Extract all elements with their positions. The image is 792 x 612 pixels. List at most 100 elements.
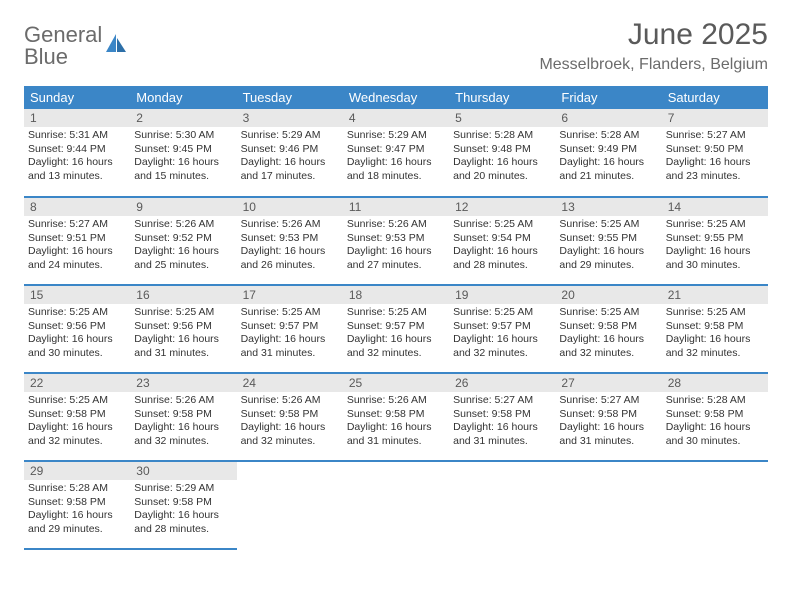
sunrise-text: Sunrise: 5:26 AM [134, 394, 232, 408]
sunset-text: Sunset: 9:58 PM [28, 408, 126, 422]
sunrise-text: Sunrise: 5:25 AM [453, 306, 551, 320]
day-body: Sunrise: 5:28 AMSunset: 9:58 PMDaylight:… [24, 480, 130, 541]
day-cell-14: 14Sunrise: 5:25 AMSunset: 9:55 PMDayligh… [662, 197, 768, 285]
day-body: Sunrise: 5:27 AMSunset: 9:51 PMDaylight:… [24, 216, 130, 277]
day-cell-10: 10Sunrise: 5:26 AMSunset: 9:53 PMDayligh… [237, 197, 343, 285]
logo: General Blue [24, 24, 128, 68]
sunset-text: Sunset: 9:58 PM [666, 320, 764, 334]
daylight-text: Daylight: 16 hours and 15 minutes. [134, 156, 232, 183]
sunrise-text: Sunrise: 5:27 AM [453, 394, 551, 408]
daylight-text: Daylight: 16 hours and 32 minutes. [559, 333, 657, 360]
day-number: 25 [343, 374, 449, 392]
day-number: 11 [343, 198, 449, 216]
sunrise-text: Sunrise: 5:28 AM [453, 129, 551, 143]
sunrise-text: Sunrise: 5:25 AM [559, 306, 657, 320]
daylight-text: Daylight: 16 hours and 26 minutes. [241, 245, 339, 272]
sunrise-text: Sunrise: 5:27 AM [666, 129, 764, 143]
sunrise-text: Sunrise: 5:25 AM [347, 306, 445, 320]
day-body: Sunrise: 5:31 AMSunset: 9:44 PMDaylight:… [24, 127, 130, 188]
day-body: Sunrise: 5:25 AMSunset: 9:58 PMDaylight:… [555, 304, 661, 365]
day-body: Sunrise: 5:28 AMSunset: 9:58 PMDaylight:… [662, 392, 768, 453]
day-body: Sunrise: 5:29 AMSunset: 9:47 PMDaylight:… [343, 127, 449, 188]
daylight-text: Daylight: 16 hours and 25 minutes. [134, 245, 232, 272]
day-cell-27: 27Sunrise: 5:27 AMSunset: 9:58 PMDayligh… [555, 373, 661, 461]
day-cell-7: 7Sunrise: 5:27 AMSunset: 9:50 PMDaylight… [662, 109, 768, 197]
sunrise-text: Sunrise: 5:29 AM [347, 129, 445, 143]
day-cell-16: 16Sunrise: 5:25 AMSunset: 9:56 PMDayligh… [130, 285, 236, 373]
daylight-text: Daylight: 16 hours and 31 minutes. [453, 421, 551, 448]
daylight-text: Daylight: 16 hours and 13 minutes. [28, 156, 126, 183]
logo-line2: Blue [24, 46, 102, 68]
daylight-text: Daylight: 16 hours and 31 minutes. [559, 421, 657, 448]
sunset-text: Sunset: 9:58 PM [347, 408, 445, 422]
day-number: 8 [24, 198, 130, 216]
day-cell-23: 23Sunrise: 5:26 AMSunset: 9:58 PMDayligh… [130, 373, 236, 461]
daylight-text: Daylight: 16 hours and 28 minutes. [453, 245, 551, 272]
sunset-text: Sunset: 9:44 PM [28, 143, 126, 157]
day-body: Sunrise: 5:26 AMSunset: 9:53 PMDaylight:… [237, 216, 343, 277]
daylight-text: Daylight: 16 hours and 32 minutes. [347, 333, 445, 360]
weekday-monday: Monday [130, 86, 236, 109]
day-body: Sunrise: 5:26 AMSunset: 9:58 PMDaylight:… [130, 392, 236, 453]
daylight-text: Daylight: 16 hours and 32 minutes. [134, 421, 232, 448]
sunset-text: Sunset: 9:58 PM [134, 408, 232, 422]
sunrise-text: Sunrise: 5:25 AM [559, 218, 657, 232]
sunrise-text: Sunrise: 5:26 AM [347, 218, 445, 232]
day-cell-2: 2Sunrise: 5:30 AMSunset: 9:45 PMDaylight… [130, 109, 236, 197]
daylight-text: Daylight: 16 hours and 21 minutes. [559, 156, 657, 183]
day-cell-20: 20Sunrise: 5:25 AMSunset: 9:58 PMDayligh… [555, 285, 661, 373]
sunset-text: Sunset: 9:49 PM [559, 143, 657, 157]
daylight-text: Daylight: 16 hours and 27 minutes. [347, 245, 445, 272]
weekday-wednesday: Wednesday [343, 86, 449, 109]
day-cell-17: 17Sunrise: 5:25 AMSunset: 9:57 PMDayligh… [237, 285, 343, 373]
day-body: Sunrise: 5:30 AMSunset: 9:45 PMDaylight:… [130, 127, 236, 188]
daylight-text: Daylight: 16 hours and 29 minutes. [28, 509, 126, 536]
daylight-text: Daylight: 16 hours and 23 minutes. [666, 156, 764, 183]
sunset-text: Sunset: 9:58 PM [559, 408, 657, 422]
sunrise-text: Sunrise: 5:27 AM [28, 218, 126, 232]
day-cell-26: 26Sunrise: 5:27 AMSunset: 9:58 PMDayligh… [449, 373, 555, 461]
day-body: Sunrise: 5:25 AMSunset: 9:55 PMDaylight:… [662, 216, 768, 277]
day-cell-1: 1Sunrise: 5:31 AMSunset: 9:44 PMDaylight… [24, 109, 130, 197]
sunrise-text: Sunrise: 5:25 AM [666, 218, 764, 232]
day-number: 17 [237, 286, 343, 304]
day-body: Sunrise: 5:26 AMSunset: 9:52 PMDaylight:… [130, 216, 236, 277]
empty-cell [237, 461, 343, 549]
day-number: 2 [130, 109, 236, 127]
day-cell-5: 5Sunrise: 5:28 AMSunset: 9:48 PMDaylight… [449, 109, 555, 197]
day-cell-19: 19Sunrise: 5:25 AMSunset: 9:57 PMDayligh… [449, 285, 555, 373]
day-number: 5 [449, 109, 555, 127]
sunrise-text: Sunrise: 5:25 AM [241, 306, 339, 320]
day-number: 14 [662, 198, 768, 216]
daylight-text: Daylight: 16 hours and 18 minutes. [347, 156, 445, 183]
sunrise-text: Sunrise: 5:25 AM [453, 218, 551, 232]
day-cell-9: 9Sunrise: 5:26 AMSunset: 9:52 PMDaylight… [130, 197, 236, 285]
sail-icon [104, 32, 128, 61]
sunrise-text: Sunrise: 5:25 AM [28, 394, 126, 408]
sunset-text: Sunset: 9:57 PM [347, 320, 445, 334]
sunrise-text: Sunrise: 5:25 AM [666, 306, 764, 320]
daylight-text: Daylight: 16 hours and 17 minutes. [241, 156, 339, 183]
empty-cell [555, 461, 661, 549]
day-number: 10 [237, 198, 343, 216]
daylight-text: Daylight: 16 hours and 31 minutes. [134, 333, 232, 360]
sunset-text: Sunset: 9:58 PM [666, 408, 764, 422]
calendar-head: SundayMondayTuesdayWednesdayThursdayFrid… [24, 86, 768, 109]
sunrise-text: Sunrise: 5:25 AM [134, 306, 232, 320]
sunset-text: Sunset: 9:48 PM [453, 143, 551, 157]
day-number: 30 [130, 462, 236, 480]
sunset-text: Sunset: 9:52 PM [134, 232, 232, 246]
calendar-table: SundayMondayTuesdayWednesdayThursdayFrid… [24, 86, 768, 550]
day-body: Sunrise: 5:26 AMSunset: 9:58 PMDaylight:… [237, 392, 343, 453]
sunset-text: Sunset: 9:45 PM [134, 143, 232, 157]
header: General Blue June 2025 Messelbroek, Flan… [24, 18, 768, 74]
daylight-text: Daylight: 16 hours and 24 minutes. [28, 245, 126, 272]
sunset-text: Sunset: 9:55 PM [666, 232, 764, 246]
day-number: 1 [24, 109, 130, 127]
sunrise-text: Sunrise: 5:27 AM [559, 394, 657, 408]
day-cell-4: 4Sunrise: 5:29 AMSunset: 9:47 PMDaylight… [343, 109, 449, 197]
weekday-thursday: Thursday [449, 86, 555, 109]
day-cell-21: 21Sunrise: 5:25 AMSunset: 9:58 PMDayligh… [662, 285, 768, 373]
sunset-text: Sunset: 9:58 PM [241, 408, 339, 422]
sunset-text: Sunset: 9:46 PM [241, 143, 339, 157]
